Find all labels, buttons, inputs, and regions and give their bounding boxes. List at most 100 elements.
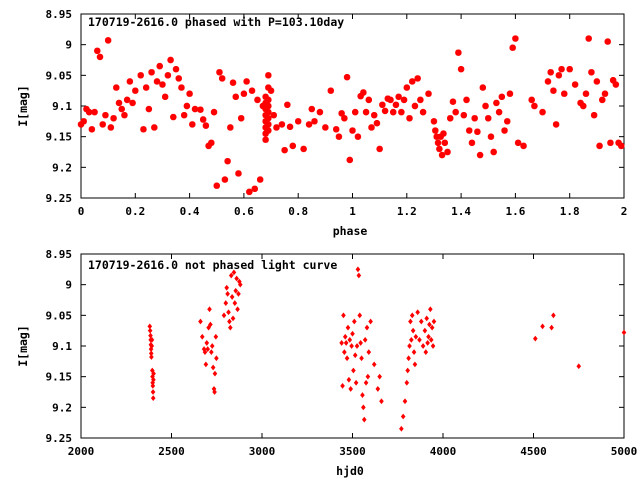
x-tick-label: 2500 bbox=[158, 445, 185, 458]
data-point bbox=[198, 318, 203, 325]
y-tick-label: 9.05 bbox=[46, 69, 73, 82]
data-point bbox=[270, 112, 277, 119]
data-point bbox=[438, 151, 446, 159]
data-point bbox=[398, 108, 405, 116]
data-point bbox=[206, 324, 211, 331]
data-point bbox=[509, 44, 516, 51]
data-point bbox=[223, 300, 229, 306]
data-point bbox=[262, 112, 269, 119]
data-point bbox=[409, 336, 414, 343]
data-point bbox=[352, 318, 357, 325]
data-point bbox=[229, 294, 235, 300]
data-point bbox=[327, 87, 334, 94]
data-point bbox=[308, 105, 315, 113]
x-axis-ticks: 2000 2500 3000 3500 4000 4500 5000 bbox=[68, 254, 637, 458]
data-point bbox=[514, 139, 522, 146]
data-point bbox=[333, 126, 340, 133]
data-point bbox=[172, 66, 180, 73]
data-point bbox=[80, 118, 87, 125]
data-point bbox=[230, 315, 236, 322]
data-point bbox=[259, 102, 267, 110]
data-point bbox=[170, 113, 177, 121]
data-point bbox=[153, 78, 161, 85]
data-point bbox=[202, 122, 210, 129]
data-point bbox=[207, 306, 212, 313]
x-tick-label: 3500 bbox=[339, 445, 366, 458]
data-point bbox=[231, 269, 237, 276]
data-point bbox=[205, 346, 211, 352]
data-point bbox=[251, 185, 258, 192]
data-point bbox=[466, 127, 473, 134]
data-point bbox=[352, 108, 359, 116]
data-point bbox=[267, 87, 275, 94]
data-point bbox=[487, 133, 495, 140]
data-point bbox=[246, 188, 253, 196]
data-point bbox=[432, 127, 439, 134]
data-point bbox=[175, 75, 182, 82]
data-point bbox=[180, 112, 188, 119]
data-point bbox=[229, 79, 237, 86]
data-point bbox=[316, 108, 324, 116]
data-point bbox=[423, 349, 429, 356]
data-point bbox=[544, 78, 552, 85]
data-point bbox=[235, 306, 240, 313]
x-tick-label: 1.8 bbox=[560, 205, 580, 218]
data-point bbox=[357, 312, 363, 319]
data-point bbox=[236, 290, 241, 297]
data-point bbox=[552, 121, 560, 128]
data-point bbox=[240, 90, 248, 97]
data-point bbox=[618, 142, 625, 150]
data-point bbox=[373, 119, 381, 127]
data-point bbox=[601, 90, 609, 97]
data-point bbox=[262, 105, 269, 113]
y-tick-label: 9.25 bbox=[46, 192, 73, 205]
data-point bbox=[262, 99, 269, 107]
data-point bbox=[342, 349, 347, 356]
y-tick-label: 9 bbox=[65, 39, 72, 52]
data-points bbox=[77, 35, 625, 196]
data-point bbox=[418, 318, 424, 325]
data-point bbox=[371, 112, 378, 119]
data-point bbox=[214, 355, 219, 362]
data-point bbox=[362, 108, 370, 116]
y-tick-label: 9.15 bbox=[46, 371, 73, 384]
x-tick-label: 4500 bbox=[520, 445, 547, 458]
y-tick-label: 9.05 bbox=[46, 309, 73, 322]
data-point bbox=[199, 333, 205, 340]
data-point bbox=[411, 102, 419, 110]
data-point bbox=[350, 330, 355, 337]
x-tick-label: 0.2 bbox=[125, 205, 145, 218]
data-point bbox=[452, 108, 459, 116]
data-point bbox=[197, 106, 204, 113]
data-point bbox=[151, 370, 156, 377]
data-point bbox=[148, 69, 155, 76]
data-point bbox=[590, 112, 598, 119]
x-tick-label: 0 bbox=[78, 205, 85, 218]
data-point bbox=[360, 392, 365, 398]
data-point bbox=[485, 115, 492, 122]
data-point bbox=[94, 47, 101, 54]
data-point bbox=[110, 115, 117, 122]
data-point bbox=[363, 379, 369, 386]
data-point bbox=[449, 98, 457, 105]
data-point bbox=[498, 93, 506, 100]
data-point bbox=[434, 139, 442, 146]
data-point bbox=[361, 404, 366, 411]
data-point bbox=[265, 127, 272, 134]
data-point bbox=[428, 336, 434, 343]
data-point bbox=[338, 110, 345, 117]
data-point bbox=[322, 124, 329, 131]
data-point bbox=[353, 379, 359, 386]
data-point bbox=[237, 115, 245, 122]
data-point bbox=[150, 389, 156, 395]
data-point bbox=[621, 329, 627, 336]
y-axis-ticks: 8.95 9 9.05 9.1 9.15 9.2 9.25 bbox=[46, 8, 624, 205]
data-point bbox=[341, 312, 346, 319]
data-point bbox=[358, 340, 363, 346]
data-point bbox=[156, 62, 163, 70]
x-axis-label: phase bbox=[333, 224, 368, 238]
data-point bbox=[540, 323, 545, 330]
unphased-light-curve-panel: 2000 2500 3000 3500 4000 4500 5000 8.95 9 9.05 9.… bbox=[16, 248, 637, 478]
y-tick-label: 9.1 bbox=[52, 100, 72, 113]
data-point bbox=[417, 96, 424, 104]
